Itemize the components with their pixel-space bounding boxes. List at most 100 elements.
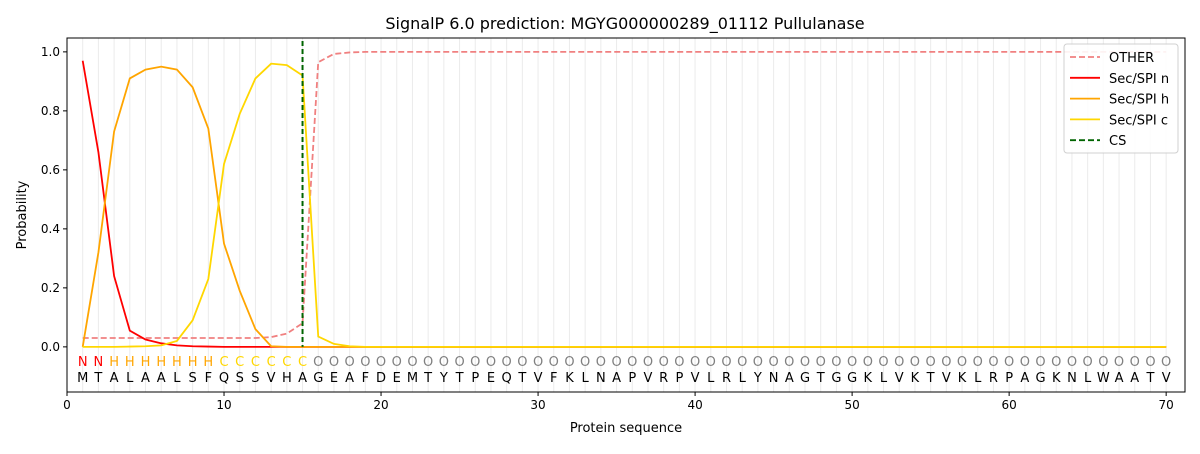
region-label: O: [800, 355, 810, 370]
x-tick-label: 60: [1001, 398, 1016, 412]
residue-label: Q: [502, 371, 512, 386]
residue-label: Y: [753, 371, 762, 386]
region-label: O: [1098, 355, 1108, 370]
legend: OTHER Sec/SPI n Sec/SPI h Sec/SPI c CS: [1063, 43, 1179, 154]
region-label: O: [611, 355, 621, 370]
residue-label: R: [989, 371, 998, 386]
region-label: O: [816, 355, 826, 370]
residue-label: A: [1130, 371, 1139, 386]
residue-label: P: [628, 371, 636, 386]
region-label: O: [313, 355, 323, 370]
region-label: O: [564, 355, 574, 370]
x-tick-label: 0: [63, 398, 71, 412]
residue-label: T: [455, 371, 464, 386]
region-label: H: [188, 355, 198, 370]
residue-label: E: [330, 371, 338, 386]
region-label: O: [627, 355, 637, 370]
y-axis-label: Probability: [15, 180, 30, 249]
region-label: O: [1083, 355, 1093, 370]
residue-label: G: [847, 371, 857, 386]
residue-label: S: [251, 371, 259, 386]
region-label: H: [109, 355, 119, 370]
region-label: O: [376, 355, 386, 370]
residue-label: K: [911, 371, 920, 386]
plot-area: NMNTHAHLHAHAHLHSHFCQCSCSCVCHCAOGOEOAOFOD…: [77, 41, 1171, 386]
region-label: O: [706, 355, 716, 370]
residue-label: G: [831, 371, 841, 386]
series-line-sec-spi-c: [82, 62, 1167, 348]
residue-label: A: [1020, 371, 1029, 386]
region-label: O: [502, 355, 512, 370]
region-label: O: [454, 355, 464, 370]
region-label: O: [517, 355, 527, 370]
region-label: H: [203, 355, 213, 370]
region-label: O: [643, 355, 653, 370]
residue-label: T: [517, 371, 526, 386]
region-label: H: [172, 355, 182, 370]
legend-box: [1063, 43, 1179, 154]
region-label: O: [1145, 355, 1155, 370]
region-label: O: [957, 355, 967, 370]
x-tick-label: 30: [530, 398, 545, 412]
residue-label: N: [596, 371, 606, 386]
residue-label: Y: [439, 371, 448, 386]
region-label: O: [831, 355, 841, 370]
residue-label: L: [1084, 371, 1092, 386]
region-label: O: [847, 355, 857, 370]
residue-label: K: [565, 371, 574, 386]
region-label: O: [1067, 355, 1077, 370]
region-label: C: [235, 355, 244, 370]
residue-label: T: [93, 371, 102, 386]
y-tick-label: 0.6: [41, 163, 60, 177]
residue-label: E: [393, 371, 401, 386]
residue-label: K: [864, 371, 873, 386]
x-tick-label: 70: [1159, 398, 1174, 412]
region-label: O: [486, 355, 496, 370]
residue-label: T: [926, 371, 935, 386]
residue-label: V: [1162, 371, 1171, 386]
x-tick-label: 20: [373, 398, 388, 412]
residue-label: A: [345, 371, 354, 386]
region-label: O: [1051, 355, 1061, 370]
region-label: O: [894, 355, 904, 370]
region-label: O: [1035, 355, 1045, 370]
residue-label: R: [722, 371, 731, 386]
residue-label: T: [1145, 371, 1154, 386]
residue-label: V: [267, 371, 276, 386]
residue-label: L: [707, 371, 715, 386]
residue-label: L: [126, 371, 134, 386]
legend-entry: Sec/SPI c: [1109, 113, 1168, 128]
region-label: O: [721, 355, 731, 370]
region-label: O: [926, 355, 936, 370]
residue-label: A: [141, 371, 150, 386]
residue-label: K: [1052, 371, 1061, 386]
residue-label: M: [77, 371, 88, 386]
region-label: H: [141, 355, 151, 370]
region-label: O: [674, 355, 684, 370]
residue-label: G: [800, 371, 810, 386]
region-label: O: [423, 355, 433, 370]
x-tick-label: 50: [844, 398, 859, 412]
residue-label: A: [298, 371, 307, 386]
region-label: O: [690, 355, 700, 370]
region-label: C: [251, 355, 260, 370]
region-label: O: [659, 355, 669, 370]
y-tick-label: 0.0: [41, 340, 60, 354]
region-label: O: [1130, 355, 1140, 370]
region-label: O: [533, 355, 543, 370]
region-label: H: [156, 355, 166, 370]
residue-label: V: [534, 371, 543, 386]
region-label: O: [878, 355, 888, 370]
x-ticks: 0 10 20 30 40 50 60 70: [63, 392, 1174, 412]
residue-label: N: [1067, 371, 1077, 386]
residue-label: L: [974, 371, 982, 386]
residue-label: V: [942, 371, 951, 386]
region-label: C: [298, 355, 307, 370]
residue-label: A: [612, 371, 621, 386]
region-label: O: [941, 355, 951, 370]
x-tick-label: 10: [216, 398, 231, 412]
region-label: O: [345, 355, 355, 370]
region-label: O: [737, 355, 747, 370]
residue-label: A: [785, 371, 794, 386]
